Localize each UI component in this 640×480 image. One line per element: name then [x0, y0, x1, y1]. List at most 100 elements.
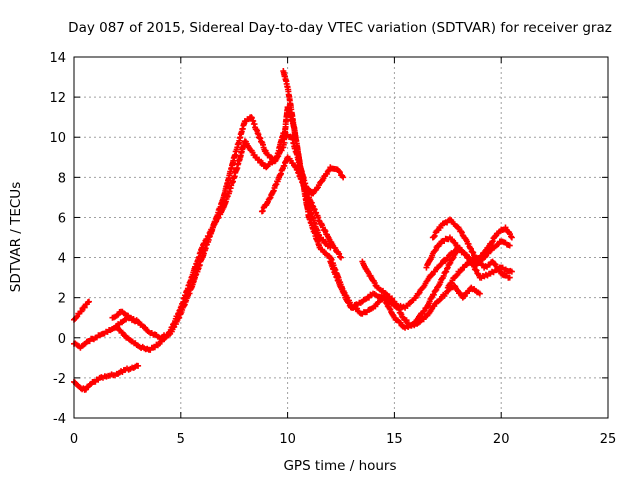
trace-segment: [189, 246, 205, 280]
trace-segment: [231, 139, 248, 180]
trace-segment: [328, 260, 344, 290]
data-point: [506, 274, 513, 281]
trace-segment: [426, 300, 440, 316]
trace-segment: [430, 224, 444, 240]
trace-segment: [366, 272, 380, 290]
y-tick-labels: -4 -2 0 2 4 6 8 10 12 14: [49, 51, 66, 427]
trace-segment: [435, 291, 448, 305]
trace-segment: [221, 155, 237, 199]
y-tick-label: 2: [58, 292, 66, 307]
trace-segment: [317, 246, 328, 256]
trace-segment: [115, 316, 130, 328]
data-point: [135, 362, 142, 369]
trace-segment: [78, 340, 89, 350]
y-tick-label: 10: [49, 131, 66, 146]
trace-segment: [448, 236, 461, 250]
trace-segment: [334, 166, 346, 179]
data-points: [71, 68, 515, 393]
trace-segment: [221, 175, 237, 209]
trace-segment: [119, 308, 132, 319]
x-tick-label: 15: [386, 432, 403, 447]
trace-segment: [319, 166, 333, 184]
trace-segment: [430, 240, 444, 255]
trace-segment: [210, 206, 226, 229]
data-point: [508, 234, 515, 241]
trace-segment: [242, 138, 258, 159]
trace-segment: [293, 166, 307, 189]
data-point: [476, 290, 483, 297]
trace-segment: [490, 260, 504, 275]
x-axis-label: GPS time / hours: [283, 458, 396, 474]
x-tick-label: 25: [600, 432, 617, 447]
trace-segment: [136, 343, 151, 353]
trace-segment: [360, 305, 375, 316]
trace-segment: [452, 266, 465, 280]
x-tick-labels: 0 5 10 15 20 25: [70, 432, 616, 447]
trace-segment: [392, 300, 406, 320]
trace-segment: [89, 376, 102, 385]
trace-segment: [435, 256, 450, 271]
trace-segment: [486, 232, 500, 250]
y-tick-label: 4: [58, 252, 66, 267]
trace-segment: [482, 246, 495, 260]
chart-title: Day 087 of 2015, Sidereal Day-to-day VTE…: [68, 20, 612, 36]
trace-segment: [360, 291, 375, 303]
y-tick-label: -4: [53, 412, 66, 427]
trace-segment: [147, 330, 161, 340]
trace-segment: [413, 280, 429, 299]
trace-segment: [464, 240, 478, 260]
y-tick-label: 14: [49, 51, 66, 66]
trace-segment: [178, 277, 194, 310]
trace-segment: [424, 286, 440, 310]
series-trace-7: [258, 154, 347, 215]
trace-segment: [72, 310, 83, 322]
trace-segment: [409, 319, 422, 329]
trace-segment: [317, 220, 333, 243]
grid-lines: [74, 57, 608, 418]
trace-segment: [324, 252, 333, 260]
trace-segment: [83, 382, 93, 393]
trace-segment: [255, 131, 269, 155]
series-trace-8: [327, 244, 515, 331]
data-point: [508, 268, 515, 275]
x-tick-label: 10: [279, 432, 296, 447]
trace-segment: [328, 239, 343, 260]
trace-segment: [503, 227, 514, 240]
plot-frame: [73, 56, 609, 419]
trace-segment: [85, 335, 97, 345]
trace-segment: [200, 226, 215, 249]
trace-segment: [291, 124, 304, 170]
trace-segment: [157, 329, 172, 345]
axis-ticks: [73, 56, 609, 419]
trace-segment: [418, 312, 431, 324]
trace-segment: [231, 120, 248, 159]
trace-segment: [106, 371, 118, 379]
y-tick-label: -2: [53, 372, 66, 387]
series-trace-12: [444, 224, 515, 291]
trace-segment: [147, 341, 161, 353]
data-point: [340, 174, 347, 181]
trace-segment: [338, 286, 354, 309]
trace-segment: [424, 266, 440, 284]
trace-segment: [456, 244, 469, 259]
y-tick-label: 8: [58, 171, 66, 186]
trace-segment: [167, 306, 184, 333]
trace-segment: [317, 235, 333, 250]
trace-segment: [276, 155, 290, 179]
trace-segment: [132, 362, 140, 370]
trace-segment: [381, 296, 397, 320]
x-tick-label: 0: [70, 432, 78, 447]
trace-segment: [72, 379, 81, 388]
data-point: [506, 242, 513, 249]
trace-segment: [274, 132, 286, 160]
y-axis-label: SDTVAR / TECUs: [8, 182, 24, 292]
trace-segment: [268, 176, 282, 199]
data-point: [85, 298, 92, 305]
trace-segment: [434, 265, 450, 290]
x-tick-label: 5: [177, 432, 185, 447]
trace-segment: [456, 226, 470, 243]
series-trace-3: [71, 362, 142, 393]
x-tick-label: 20: [493, 432, 510, 447]
y-tick-label: 6: [58, 211, 66, 226]
